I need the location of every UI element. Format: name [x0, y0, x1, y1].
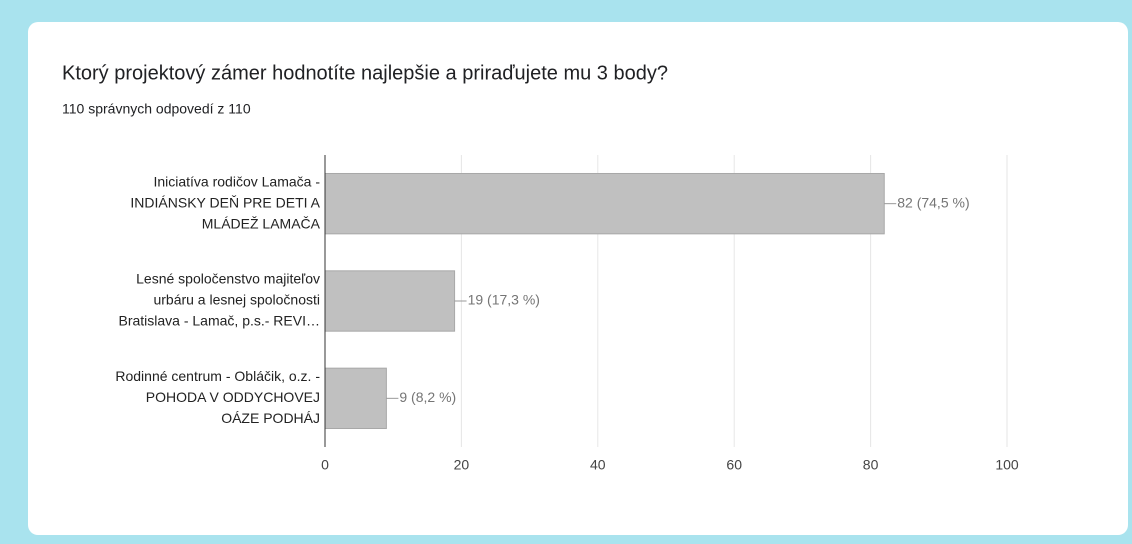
x-tick-label: 40 [590, 457, 606, 473]
y-tick-label: Lesné spoločenstvo majiteľov [136, 271, 320, 287]
bar [324, 172, 885, 235]
y-tick-label: MLÁDEŽ LAMAČA [202, 215, 321, 231]
y-tick-label: Rodinné centrum - Obláčik, o.z. - [115, 368, 320, 384]
x-tick-label: 80 [863, 457, 879, 473]
bar [324, 367, 387, 430]
x-tick-label: 20 [454, 457, 470, 473]
x-tick-label: 0 [321, 457, 329, 473]
y-tick-label: OÁZE PODHÁJ [221, 410, 320, 426]
x-tick-label: 100 [995, 457, 1019, 473]
value-label: 19 (17,3 %) [468, 292, 540, 308]
chart-title: Ktorý projektový zámer hodnotíte najlepš… [62, 62, 668, 84]
y-tick-label: Bratislava - Lamač, p.s.- REVI… [118, 313, 320, 329]
x-tick-label: 60 [726, 457, 742, 473]
value-label: 9 (8,2 %) [399, 389, 456, 405]
y-tick-label: INDIÁNSKY DEŇ PRE DETI A [130, 194, 320, 210]
value-label: 82 (74,5 %) [897, 194, 969, 210]
chart-subtitle: 110 správnych odpovedí z 110 [62, 101, 251, 117]
y-tick-label: POHODA V ODDYCHOVEJ [146, 389, 320, 405]
bar [324, 270, 456, 332]
y-tick-label: urbáru a lesnej spoločnosti [153, 292, 320, 308]
y-tick-label: Iniciatíva rodičov Lamača - [153, 173, 320, 189]
card [28, 22, 1128, 535]
